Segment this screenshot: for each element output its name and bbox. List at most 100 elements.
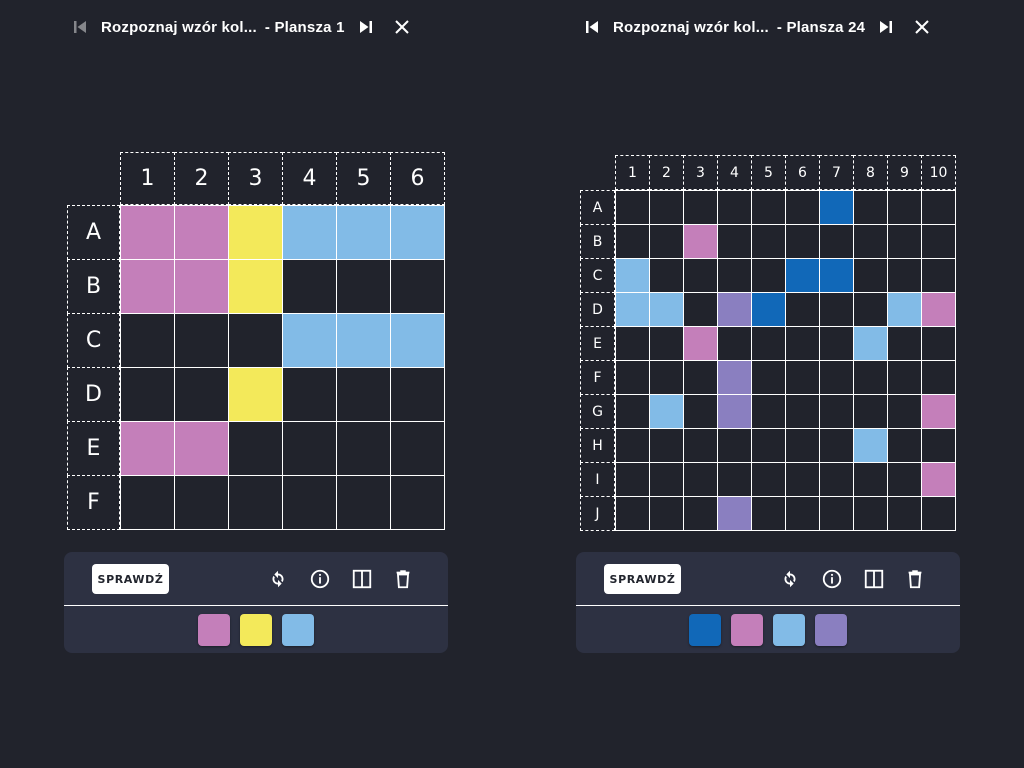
color-swatch[interactable]	[198, 614, 230, 646]
grid-cell[interactable]	[717, 462, 752, 497]
grid-cell[interactable]	[853, 292, 888, 327]
grid-cell[interactable]	[683, 190, 718, 225]
grid-cell[interactable]	[887, 394, 922, 429]
delete-button[interactable]	[390, 566, 416, 592]
grid-cell[interactable]	[717, 258, 752, 293]
grid-cell[interactable]	[683, 326, 718, 361]
grid-cell[interactable]	[819, 394, 854, 429]
last-board-button[interactable]	[871, 12, 901, 42]
grid-cell[interactable]	[282, 205, 337, 260]
grid-cell[interactable]	[717, 428, 752, 463]
grid-cell[interactable]	[390, 421, 445, 476]
grid-cell[interactable]	[853, 224, 888, 259]
grid-cell[interactable]	[717, 360, 752, 395]
grid-cell[interactable]	[336, 205, 391, 260]
grid-cell[interactable]	[819, 360, 854, 395]
grid-cell[interactable]	[120, 475, 175, 530]
grid-cell[interactable]	[751, 190, 786, 225]
grid-cell[interactable]	[921, 292, 956, 327]
info-button[interactable]	[819, 566, 845, 592]
grid-cell[interactable]	[615, 394, 650, 429]
grid-cell[interactable]	[921, 258, 956, 293]
grid-cell[interactable]	[615, 428, 650, 463]
grid-cell[interactable]	[717, 394, 752, 429]
grid-cell[interactable]	[649, 326, 684, 361]
grid-cell[interactable]	[921, 360, 956, 395]
grid-cell[interactable]	[683, 462, 718, 497]
first-board-button[interactable]	[577, 12, 607, 42]
grid-cell[interactable]	[336, 313, 391, 368]
grid-cell[interactable]	[615, 462, 650, 497]
grid-cell[interactable]	[649, 292, 684, 327]
grid-cell[interactable]	[921, 496, 956, 531]
grid-cell[interactable]	[921, 394, 956, 429]
grid-cell[interactable]	[717, 496, 752, 531]
grid-cell[interactable]	[717, 292, 752, 327]
grid-cell[interactable]	[649, 360, 684, 395]
grid-cell[interactable]	[615, 258, 650, 293]
grid-cell[interactable]	[853, 428, 888, 463]
grid-cell[interactable]	[649, 258, 684, 293]
reset-button[interactable]	[265, 566, 291, 592]
grid-cell[interactable]	[120, 367, 175, 422]
grid-cell[interactable]	[921, 326, 956, 361]
grid-cell[interactable]	[390, 205, 445, 260]
grid-cell[interactable]	[751, 394, 786, 429]
last-board-button[interactable]	[351, 12, 381, 42]
grid-cell[interactable]	[174, 259, 229, 314]
grid-cell[interactable]	[228, 259, 283, 314]
grid-cell[interactable]	[615, 190, 650, 225]
grid-cell[interactable]	[785, 394, 820, 429]
grid-cell[interactable]	[649, 224, 684, 259]
close-button[interactable]	[387, 12, 417, 42]
grid-cell[interactable]	[887, 292, 922, 327]
grid-cell[interactable]	[174, 421, 229, 476]
grid-cell[interactable]	[751, 428, 786, 463]
grid-cell[interactable]	[819, 258, 854, 293]
grid-cell[interactable]	[785, 428, 820, 463]
grid-cell[interactable]	[649, 462, 684, 497]
grid-cell[interactable]	[683, 258, 718, 293]
grid-cell[interactable]	[120, 259, 175, 314]
grid-cell[interactable]	[717, 224, 752, 259]
grid-cell[interactable]	[785, 496, 820, 531]
grid-cell[interactable]	[282, 475, 337, 530]
grid-cell[interactable]	[228, 205, 283, 260]
grid-cell[interactable]	[887, 190, 922, 225]
grid-cell[interactable]	[174, 313, 229, 368]
grid-cell[interactable]	[336, 367, 391, 422]
grid-cell[interactable]	[853, 360, 888, 395]
grid-cell[interactable]	[649, 428, 684, 463]
grid-cell[interactable]	[282, 313, 337, 368]
grid-cell[interactable]	[683, 394, 718, 429]
color-swatch[interactable]	[282, 614, 314, 646]
grid-cell[interactable]	[853, 190, 888, 225]
grid-cell[interactable]	[853, 258, 888, 293]
grid-cell[interactable]	[785, 462, 820, 497]
grid-cell[interactable]	[887, 428, 922, 463]
check-button[interactable]: SPRAWDŹ	[604, 564, 681, 594]
grid-cell[interactable]	[683, 292, 718, 327]
grid-cell[interactable]	[819, 326, 854, 361]
close-button[interactable]	[907, 12, 937, 42]
grid-cell[interactable]	[228, 313, 283, 368]
grid-cell[interactable]	[887, 258, 922, 293]
grid-cell[interactable]	[649, 394, 684, 429]
split-view-button[interactable]	[349, 566, 375, 592]
grid-cell[interactable]	[785, 258, 820, 293]
grid-cell[interactable]	[615, 224, 650, 259]
color-swatch[interactable]	[731, 614, 763, 646]
grid-cell[interactable]	[819, 496, 854, 531]
grid-cell[interactable]	[228, 421, 283, 476]
grid-cell[interactable]	[887, 462, 922, 497]
reset-button[interactable]	[777, 566, 803, 592]
grid-cell[interactable]	[228, 475, 283, 530]
grid-cell[interactable]	[390, 475, 445, 530]
grid-cell[interactable]	[336, 421, 391, 476]
grid-cell[interactable]	[819, 292, 854, 327]
grid-cell[interactable]	[785, 292, 820, 327]
grid-cell[interactable]	[751, 292, 786, 327]
grid-cell[interactable]	[785, 190, 820, 225]
grid-cell[interactable]	[921, 462, 956, 497]
grid-cell[interactable]	[717, 326, 752, 361]
